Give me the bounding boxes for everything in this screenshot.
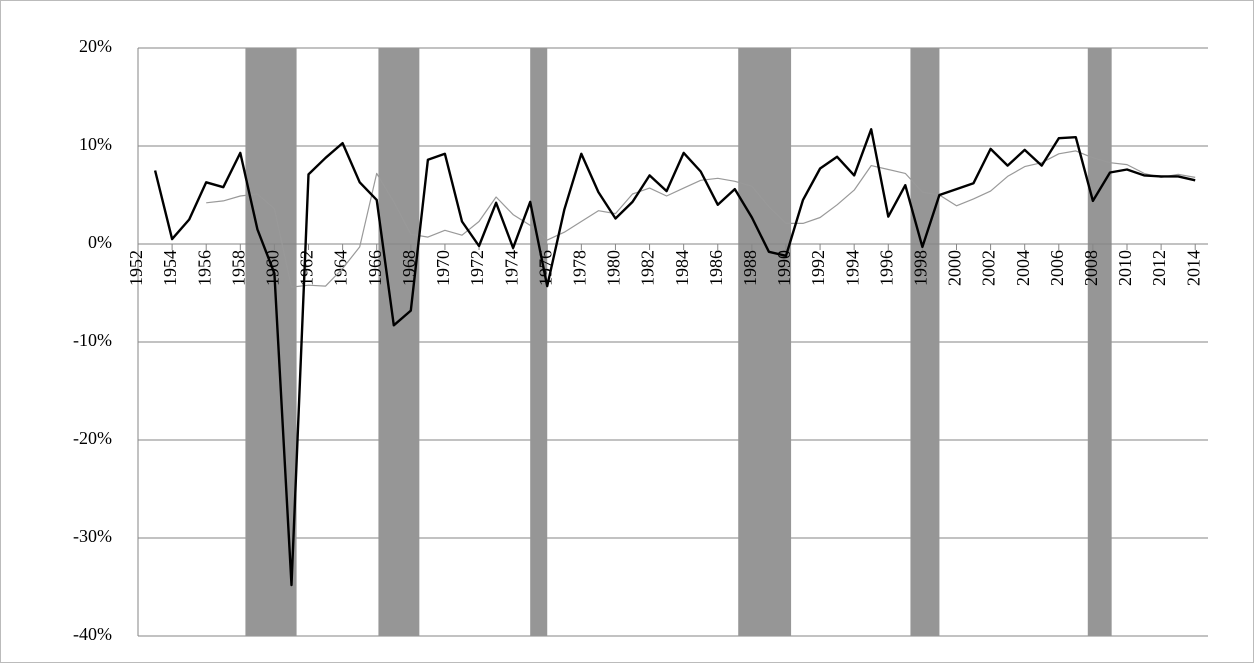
x-tick-label: 1966	[365, 250, 385, 286]
x-tick-label: 1958	[228, 250, 248, 286]
x-tick-label: 1998	[911, 250, 931, 286]
x-tick-label: 2014	[1183, 250, 1203, 286]
x-tick-label: 1996	[876, 250, 896, 286]
x-tick-label: 2008	[1081, 250, 1101, 286]
y-tick-label: 0%	[88, 232, 112, 252]
x-tick-label: 1984	[672, 250, 692, 286]
x-tick-label: 1954	[160, 250, 180, 286]
y-tick-label: -20%	[73, 428, 112, 448]
x-tick-label: 1964	[331, 250, 351, 286]
x-tick-label: 2010	[1115, 250, 1135, 286]
x-tick-label: 2004	[1013, 250, 1033, 286]
x-tick-label: 2006	[1047, 250, 1067, 286]
x-tick-label: 2002	[979, 250, 999, 286]
x-tick-label: 1978	[569, 250, 589, 286]
x-tick-label: 1982	[638, 250, 658, 286]
y-tick-label: -40%	[73, 624, 112, 644]
y-tick-label: 10%	[79, 134, 112, 154]
x-tick-label: 1980	[604, 250, 624, 286]
recession-band	[530, 48, 548, 636]
x-tick-label: 1992	[808, 250, 828, 286]
x-tick-label: 2012	[1149, 250, 1169, 286]
x-tick-label: 2000	[945, 250, 965, 286]
data-line	[206, 150, 1196, 288]
recession-band	[738, 48, 792, 636]
x-tick-label: 1986	[706, 250, 726, 286]
y-tick-label: -10%	[73, 330, 112, 350]
y-tick-label: 20%	[79, 36, 112, 56]
x-tick-label: 1952	[126, 250, 146, 286]
x-tick-label: 1994	[842, 250, 862, 286]
x-tick-label: 1972	[467, 250, 487, 286]
y-tick-label: -30%	[73, 526, 112, 546]
x-tick-label: 1956	[194, 250, 214, 286]
recession-band	[378, 48, 420, 636]
x-tick-label: 1970	[433, 250, 453, 286]
recession-band	[910, 48, 940, 636]
x-tick-label: 1990	[774, 250, 794, 286]
data-line	[153, 128, 1196, 587]
x-tick-label: 1988	[740, 250, 760, 286]
x-tick-label: 1974	[501, 250, 521, 286]
recession-band	[1087, 48, 1112, 636]
x-tick-label: 1962	[297, 250, 317, 286]
